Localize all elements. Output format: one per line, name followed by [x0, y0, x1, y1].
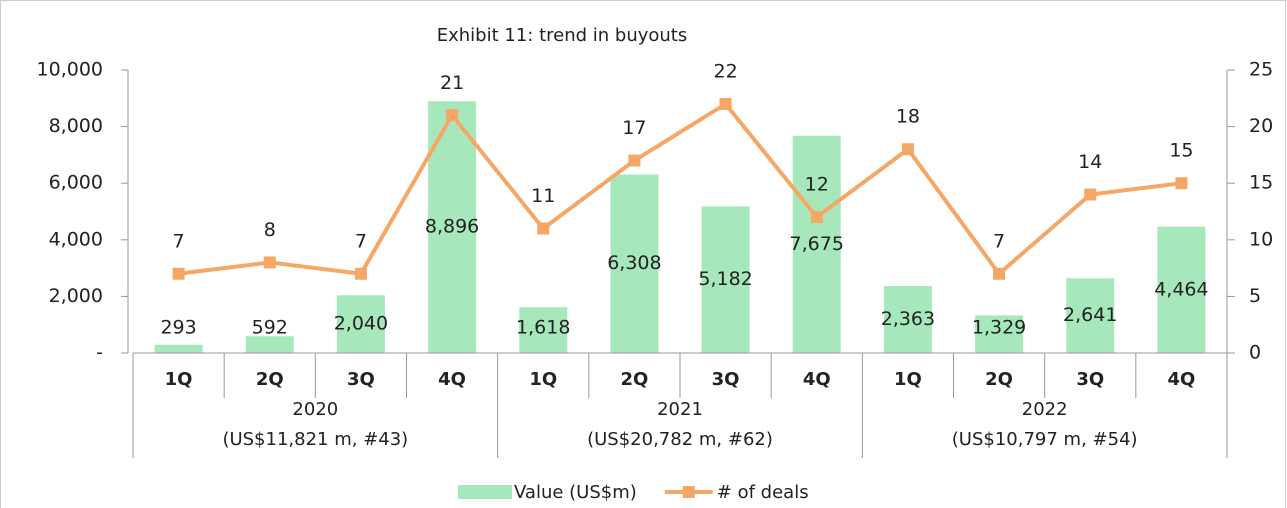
line-value-label: 7	[993, 230, 1005, 252]
bar	[975, 315, 1024, 353]
line-value-label: 18	[896, 106, 920, 128]
x-tick-label: 2Q	[621, 369, 649, 390]
y2-tick-label: 5	[1249, 285, 1261, 307]
bar	[245, 336, 294, 353]
legend-label: # of deals	[717, 482, 809, 503]
y-tick-label: 6,000	[49, 172, 103, 194]
x-tick-label: 4Q	[803, 369, 831, 390]
line-value-label: 22	[713, 60, 737, 82]
legend-swatch	[682, 486, 695, 498]
line-marker	[993, 267, 1006, 280]
bar	[519, 307, 568, 353]
line-marker	[446, 109, 459, 122]
chart-title: Exhibit 11: trend in buyouts	[437, 25, 688, 46]
line-value-label: 15	[1169, 140, 1193, 162]
line-value-label: 8	[264, 219, 276, 241]
y-tick-label: 2,000	[49, 285, 103, 307]
bar-value-label: 5,182	[698, 268, 752, 290]
bar-value-label: 293	[160, 317, 196, 339]
line-marker	[263, 256, 276, 269]
y2-tick-label: 20	[1249, 115, 1273, 137]
bar-value-label: 2,040	[334, 313, 388, 335]
bar-value-label: 592	[252, 317, 288, 339]
x-tick-label: 1Q	[529, 369, 557, 390]
x-tick-label: 4Q	[438, 369, 466, 390]
y2-tick-label: 0	[1249, 342, 1261, 364]
line-marker	[1175, 177, 1188, 190]
y2-tick-label: 10	[1249, 228, 1273, 250]
y-tick-label: 10,000	[37, 59, 103, 81]
legend-label: Value (US$m)	[514, 482, 637, 503]
bar	[1066, 278, 1115, 353]
x-tick-label: 4Q	[1168, 369, 1196, 390]
bar-value-label: 7,675	[790, 233, 844, 255]
x-tick-label: 3Q	[347, 369, 375, 390]
line-value-label: 11	[531, 185, 555, 207]
line-marker	[172, 267, 185, 280]
bar-value-label: 6,308	[607, 252, 661, 274]
y-tick-label: -	[96, 342, 103, 364]
line-marker	[719, 97, 732, 110]
y2-tick-label: 25	[1249, 59, 1273, 81]
bar	[701, 206, 750, 353]
bar	[154, 344, 203, 353]
group-label: 2020	[292, 399, 338, 420]
group-note: (US$10,797 m, #54)	[952, 429, 1138, 450]
x-tick-label: 1Q	[894, 369, 922, 390]
line-marker	[810, 211, 823, 224]
x-tick-label: 2Q	[256, 369, 284, 390]
x-tick-label: 1Q	[165, 369, 193, 390]
line-value-label: 7	[173, 230, 185, 252]
y-tick-label: 4,000	[49, 228, 103, 250]
x-tick-label: 3Q	[712, 369, 740, 390]
line-marker	[628, 154, 641, 167]
bar-value-label: 2,641	[1063, 304, 1117, 326]
y-tick-label: 8,000	[49, 115, 103, 137]
line-marker	[901, 143, 914, 156]
line-marker	[1084, 188, 1097, 201]
bar	[1157, 226, 1206, 353]
bar-value-label: 4,464	[1154, 278, 1208, 300]
bar	[610, 174, 659, 353]
bar-value-label: 1,618	[516, 317, 570, 339]
line-value-label: 12	[805, 174, 829, 196]
line-value-label: 14	[1078, 151, 1102, 173]
bar	[336, 295, 385, 353]
group-label: 2022	[1022, 399, 1068, 420]
group-note: (US$11,821 m, #43)	[222, 429, 408, 450]
legend-swatch	[458, 485, 512, 499]
bar	[883, 286, 932, 353]
x-tick-label: 3Q	[1076, 369, 1104, 390]
line	[178, 101, 1182, 277]
group-note: (US$20,782 m, #62)	[587, 429, 773, 450]
bar	[792, 135, 841, 353]
group-label: 2021	[657, 399, 703, 420]
bar-value-label: 8,896	[425, 216, 479, 238]
y2-tick-label: 15	[1249, 172, 1273, 194]
x-tick-label: 2Q	[985, 369, 1013, 390]
line-value-label: 7	[355, 230, 367, 252]
line-value-label: 17	[622, 117, 646, 139]
line-value-label: 21	[440, 72, 464, 94]
line-marker	[354, 267, 367, 280]
bar-value-label: 1,329	[972, 317, 1026, 339]
line-marker	[537, 222, 550, 235]
bar-value-label: 2,363	[881, 308, 935, 330]
